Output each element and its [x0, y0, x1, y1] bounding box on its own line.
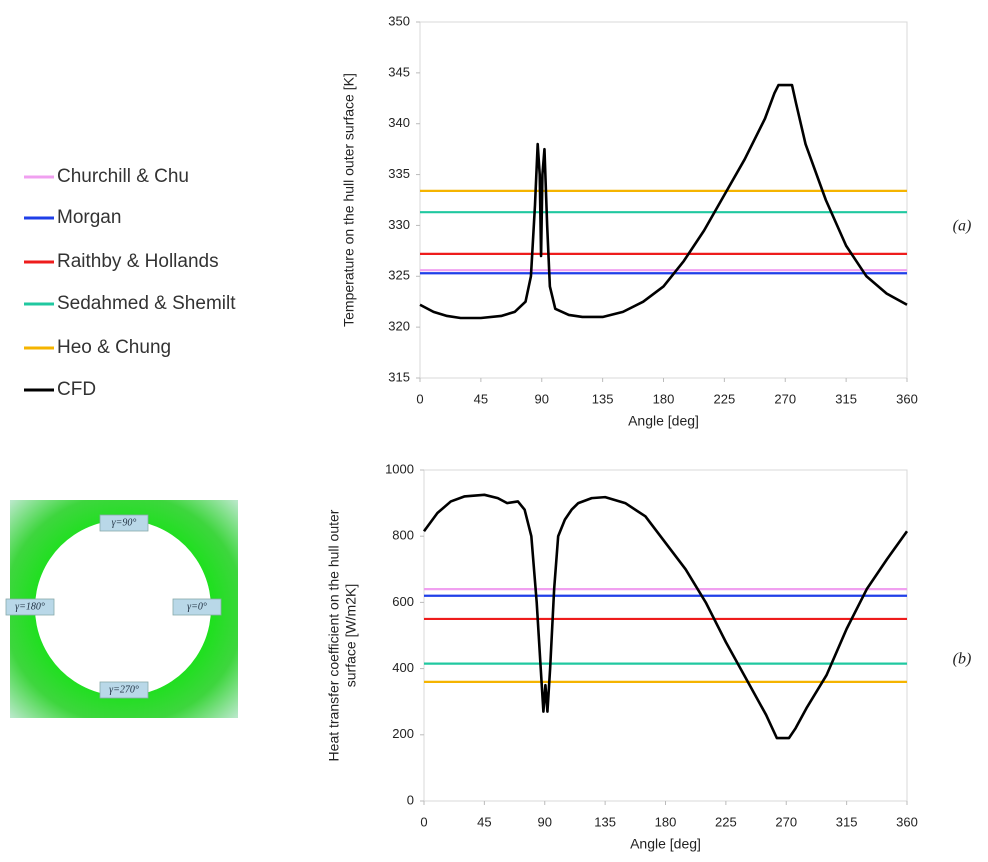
diagram-label-box: [99, 514, 149, 532]
x-tick-label: 135: [594, 814, 616, 829]
x-tick-label: 90: [535, 391, 549, 406]
legend-label: Morgan: [57, 207, 121, 228]
diagram-label-box: [99, 681, 149, 699]
y-tick-label: 400: [392, 660, 414, 675]
y-tick-label: 600: [392, 594, 414, 609]
x-tick-label: 315: [836, 814, 858, 829]
y-tick-label: 330: [388, 217, 410, 232]
x-tick-label: 270: [775, 814, 797, 829]
diagram-label-box: [5, 598, 55, 616]
x-tick-label: 225: [714, 391, 736, 406]
legend-label: CFD: [57, 379, 96, 400]
x-tick-label: 225: [715, 814, 737, 829]
y-tick-label: 350: [388, 13, 410, 28]
diagram-label-box: [172, 598, 222, 616]
diagram-label: γ=180°: [15, 601, 45, 612]
legend-label: Sedahmed & Shemilt: [57, 293, 236, 314]
x-tick-label: 360: [896, 391, 918, 406]
y-tick-label: 325: [388, 268, 410, 283]
x-tick-label: 360: [896, 814, 918, 829]
x-tick-label: 45: [474, 391, 488, 406]
y-tick-label: 1000: [385, 461, 414, 476]
series-line: [422, 493, 909, 740]
x-tick-label: 270: [774, 391, 796, 406]
y-tick-label: 320: [388, 319, 410, 334]
diagram-label: γ=0°: [187, 601, 207, 612]
legend-label: Churchill & Chu: [57, 166, 189, 187]
series-line: [419, 83, 908, 320]
diagram-label: γ=270°: [109, 684, 139, 695]
x-axis-label: Angle [deg]: [630, 836, 701, 852]
diagram-label: γ=90°: [112, 517, 137, 528]
x-tick-label: 45: [477, 814, 491, 829]
x-tick-label: 90: [538, 814, 552, 829]
y-axis-label-box: Heat transfer coefficient on the hull ou…: [325, 509, 358, 762]
diagram-hole: [35, 520, 211, 696]
y-axis-label: Temperature on the hull outer surface [K…: [341, 73, 357, 327]
x-tick-label: 135: [592, 391, 614, 406]
panel-label: (b): [953, 651, 972, 668]
y-axis-label: Heat transfer coefficient on the hull ou…: [325, 509, 358, 762]
y-tick-label: 0: [407, 792, 414, 807]
y-tick-label: 335: [388, 166, 410, 181]
plot-frame: [423, 469, 908, 802]
x-tick-label: 315: [835, 391, 857, 406]
y-tick-label: 200: [392, 726, 414, 741]
x-tick-label: 180: [655, 814, 677, 829]
y-tick-label: 345: [388, 64, 410, 79]
x-tick-label: 180: [653, 391, 675, 406]
legend-label: Heo & Chung: [57, 337, 171, 358]
y-tick-label: 340: [388, 115, 410, 130]
x-tick-label: 0: [420, 814, 427, 829]
legend-label: Raithby & Hollands: [57, 251, 219, 272]
x-tick-label: 0: [416, 391, 423, 406]
x-axis-label: Angle [deg]: [628, 413, 699, 429]
y-tick-label: 800: [392, 528, 414, 543]
panel-label: (a): [953, 218, 972, 235]
y-tick-label: 315: [388, 369, 410, 384]
plot-frame: [419, 21, 908, 379]
